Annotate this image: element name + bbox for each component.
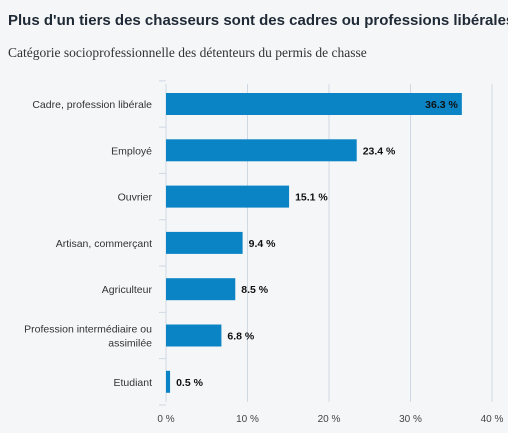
category-label: Employé [111,145,152,157]
bar [166,139,357,162]
bar [166,278,236,301]
chart-title: Plus d'un tiers des chasseurs sont des c… [8,12,508,29]
data-label: 8.5 % [241,284,269,296]
x-tick-label: 20 % [318,414,341,425]
category-label: Agriculteur [102,284,153,296]
bar [166,370,171,393]
x-tick-label: 40 % [481,414,504,425]
data-label: 23.4 % [363,145,396,157]
x-tick-label: 30 % [399,414,422,425]
chart-subtitle: Catégorie socioprofessionnelle des déten… [8,45,367,60]
x-tick-label: 0 % [157,414,174,425]
data-label: 9.4 % [249,238,277,250]
data-label: 36.3 % [425,99,458,111]
category-label: Profession intermédiaire ou assimilée [24,324,152,350]
bar [166,324,222,347]
bar [166,185,290,208]
category-label: Ouvrier [118,192,153,204]
x-tick-label: 10 % [236,414,259,425]
data-label: 6.8 % [227,331,255,343]
category-label: Etudiant [113,377,152,389]
category-label: Cadre, profession libérale [32,99,152,111]
data-label: 15.1 % [295,192,328,204]
bar [166,231,243,254]
category-label: Artisan, commerçant [56,238,152,250]
bar [166,93,462,115]
data-label: 0.5 % [176,377,204,389]
